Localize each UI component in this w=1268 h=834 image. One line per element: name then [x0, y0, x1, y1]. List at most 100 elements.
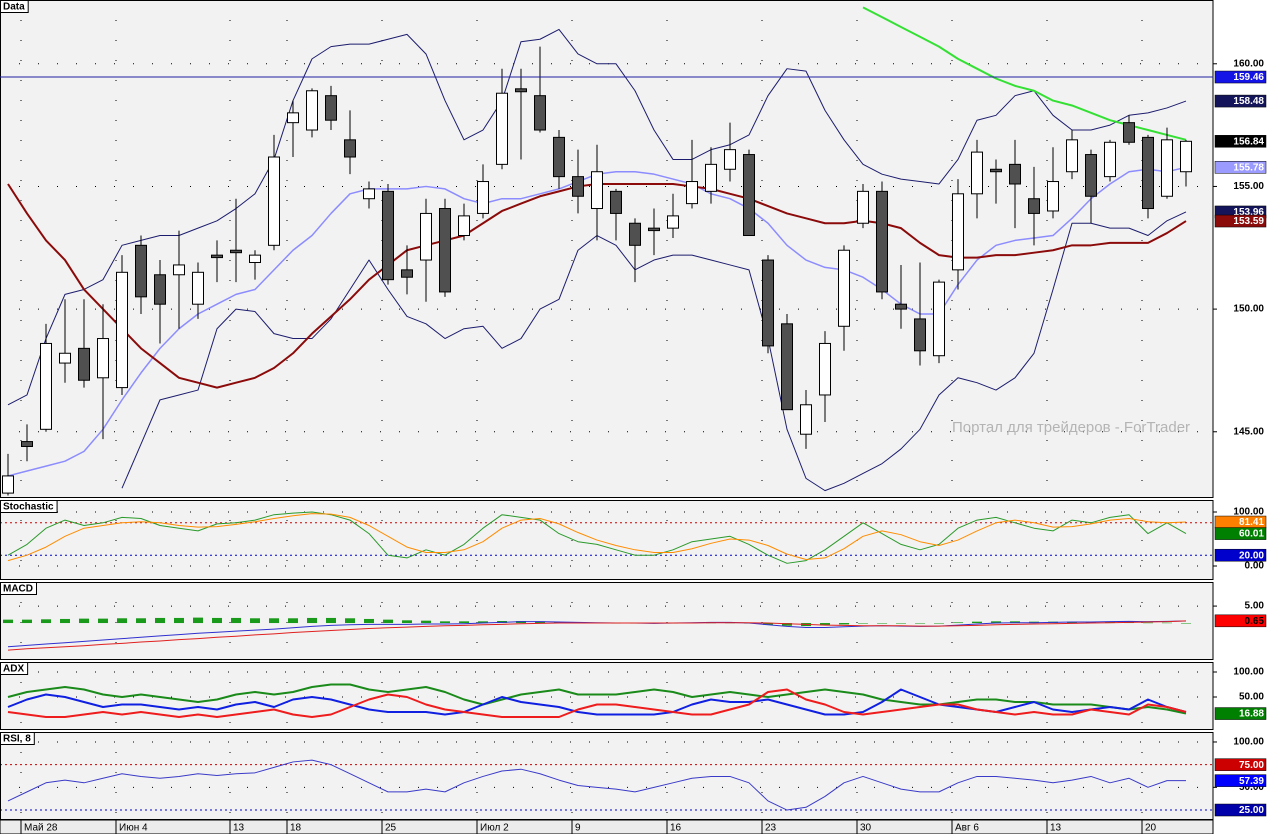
candle-body	[781, 323, 793, 411]
histogram-bar	[231, 617, 241, 624]
price-label: 60.01	[1239, 529, 1264, 540]
candle-body	[382, 190, 394, 281]
histogram-bar	[174, 617, 184, 624]
y-tick-label: 5.00	[1245, 601, 1265, 612]
histogram-bar	[554, 622, 564, 624]
pane-background	[0, 732, 1214, 820]
price-label: 25.00	[1239, 805, 1264, 816]
histogram-bar	[117, 618, 127, 624]
histogram-bar	[155, 617, 165, 624]
candle-body	[1028, 198, 1040, 214]
x-tick-label: Авг 6	[955, 823, 979, 834]
candle-body	[21, 441, 33, 447]
candle-body	[211, 254, 223, 259]
y-tick-label: 50.00	[1239, 782, 1264, 793]
candle-body	[800, 404, 812, 435]
candle-body	[648, 227, 660, 232]
y-tick-label: 100.00	[1233, 507, 1264, 518]
candle-body	[287, 112, 299, 124]
x-tick-label: 16	[670, 823, 682, 834]
histogram-bar	[98, 618, 108, 624]
y-tick-label: 150.00	[1233, 304, 1264, 315]
candle-body	[515, 88, 527, 93]
pane-title: Data	[3, 2, 25, 13]
candle-body	[591, 171, 603, 210]
price-label-box	[1214, 774, 1267, 787]
pane-title: ADX	[3, 664, 24, 675]
histogram-bar	[383, 619, 393, 624]
histogram-bar	[839, 623, 849, 625]
price-label: 0.65	[1245, 616, 1265, 627]
price-label-box	[1214, 94, 1267, 108]
pane: Портал для трейдеров - ForTrader	[1, 1, 1212, 497]
histogram-bar	[858, 623, 868, 624]
histogram-bar	[459, 621, 469, 624]
price-label-box	[1214, 548, 1267, 562]
y-tick-label: 160.00	[1233, 58, 1264, 69]
candle-body	[876, 190, 888, 293]
price-label: 16.88	[1239, 709, 1264, 720]
price-label-box	[1214, 214, 1267, 228]
pane-title: RSI, 8	[3, 734, 31, 745]
candle-body	[192, 271, 204, 305]
candle-body	[1142, 136, 1154, 210]
price-label: 159.46	[1233, 72, 1264, 83]
pane	[1, 733, 1212, 819]
x-tick-label: 30	[860, 823, 872, 834]
series-line	[7, 28, 1187, 406]
histogram-bar	[60, 618, 70, 624]
candle-body	[230, 249, 242, 254]
pane-background	[0, 500, 1214, 580]
candle-body	[990, 168, 1002, 173]
candle-body	[363, 188, 375, 200]
price-label: 156.84	[1233, 136, 1264, 147]
series-line	[7, 688, 1187, 718]
histogram-bar	[250, 618, 260, 624]
price-label: 75.00	[1239, 760, 1264, 771]
candle-body	[838, 249, 850, 327]
price-label: 57.39	[1239, 776, 1264, 787]
price-label-box	[1214, 70, 1267, 84]
watermark: Портал для трейдеров - ForTrader	[952, 419, 1190, 436]
y-tick-label: 155.00	[1233, 181, 1264, 192]
histogram-bar	[364, 618, 374, 624]
price-label-box	[1214, 614, 1267, 628]
candle-body	[743, 154, 755, 237]
series-line	[7, 759, 1186, 811]
y-tick-label: 100.00	[1233, 667, 1264, 678]
candle-body	[2, 475, 14, 494]
candle-body	[268, 156, 280, 246]
histogram-bar	[41, 619, 51, 624]
candle-body	[325, 95, 337, 121]
histogram-bar	[991, 621, 1001, 624]
histogram-bar	[136, 618, 146, 624]
pane-title-box	[0, 732, 35, 745]
x-tick-label: Июн 4	[119, 823, 148, 834]
candle-body	[420, 212, 432, 261]
price-label: 158.48	[1233, 96, 1264, 107]
candle-body	[401, 269, 413, 278]
histogram-bar	[820, 623, 830, 626]
histogram-bar	[1086, 622, 1096, 624]
candle-body	[59, 352, 71, 364]
series-line	[7, 511, 1187, 564]
candle-body	[971, 151, 983, 195]
candle-body	[1047, 181, 1059, 212]
pane-title: Stochastic	[3, 502, 54, 513]
candle-body	[1085, 154, 1097, 197]
histogram-bar	[288, 618, 298, 624]
x-tick-label: Июл 2	[480, 823, 509, 834]
candle-body	[344, 139, 356, 158]
candle-body	[553, 136, 565, 178]
histogram-bar	[915, 623, 925, 624]
candle-body	[819, 342, 831, 396]
histogram-bar	[307, 617, 317, 624]
candle-body	[572, 176, 584, 197]
histogram-bar	[421, 620, 431, 624]
x-tick-label: 25	[385, 823, 397, 834]
pane	[1, 663, 1212, 729]
histogram-bar	[212, 617, 222, 624]
histogram-bar	[326, 617, 336, 624]
candle-body	[458, 215, 470, 237]
